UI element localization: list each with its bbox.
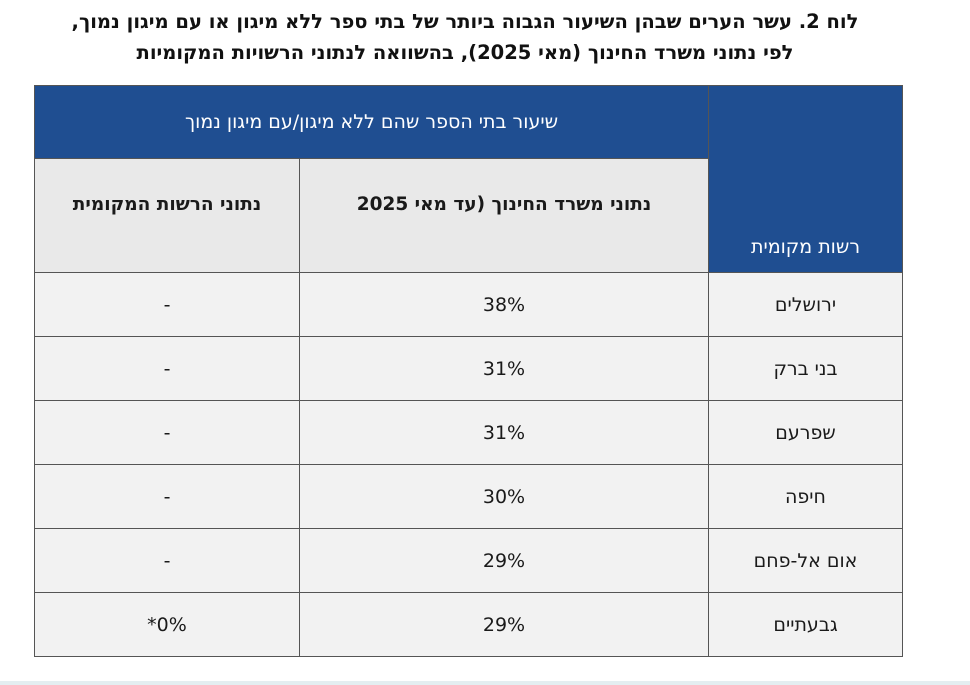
row-ministry-value: 30%	[299, 464, 709, 529]
row-city-name: גבעתיים	[708, 592, 903, 657]
table-caption: לוח 2. עשר הערים שבהן השיעור הגבוה ביותר…	[30, 6, 900, 68]
row-city-name: שפרעם	[708, 400, 903, 465]
row-ministry-value: 29%	[299, 592, 709, 657]
table-row: ירושלים 38% -	[34, 272, 903, 337]
table-row: חיפה 30% -	[34, 464, 903, 529]
row-local-value: -	[34, 336, 300, 401]
header-ministry-data: נתוני משרד החינוך (עד מאי 2025	[299, 158, 709, 273]
row-ministry-value: 31%	[299, 400, 709, 465]
row-city-name: ירושלים	[708, 272, 903, 337]
header-rate-group: שיעור בתי הספר שהם ללא מיגון/עם מיגון נמ…	[34, 85, 709, 159]
header-row-top: רשות מקומית שיעור בתי הספר שהם ללא מיגון…	[34, 85, 903, 273]
header-row-sub: נתוני משרד החינוך (עד מאי 2025 נתוני הרש…	[34, 158, 903, 273]
row-city-name: בני ברק	[708, 336, 903, 401]
table-row: שפרעם 31% -	[34, 400, 903, 465]
row-local-value: 0%*	[34, 592, 300, 657]
table-row: גבעתיים 29% 0%*	[34, 592, 903, 657]
row-local-value: -	[34, 400, 300, 465]
shelter-rates-table: רשות מקומית שיעור בתי הספר שהם ללא מיגון…	[34, 85, 903, 657]
table-row: אום אל-פחם 29% -	[34, 528, 903, 593]
caption-line-2: לפי נתוני משרד החינוך (מאי 2025), בהשווא…	[136, 41, 794, 64]
header-local-data: נתוני הרשות המקומית	[34, 158, 300, 273]
bottom-divider	[0, 681, 970, 685]
row-city-name: אום אל-פחם	[708, 528, 903, 593]
table-row: בני ברק 31% -	[34, 336, 903, 401]
row-local-value: -	[34, 528, 300, 593]
row-city-name: חיפה	[708, 464, 903, 529]
row-ministry-value: 29%	[299, 528, 709, 593]
row-local-value: -	[34, 272, 300, 337]
row-local-value: -	[34, 464, 300, 529]
row-ministry-value: 31%	[299, 336, 709, 401]
header-local-authority: רשות מקומית	[708, 85, 903, 273]
caption-line-1: לוח 2. עשר הערים שבהן השיעור הגבוה ביותר…	[71, 10, 859, 33]
header-ministry-text: נתוני משרד החינוך (עד מאי 2025	[356, 194, 652, 215]
row-ministry-value: 38%	[299, 272, 709, 337]
